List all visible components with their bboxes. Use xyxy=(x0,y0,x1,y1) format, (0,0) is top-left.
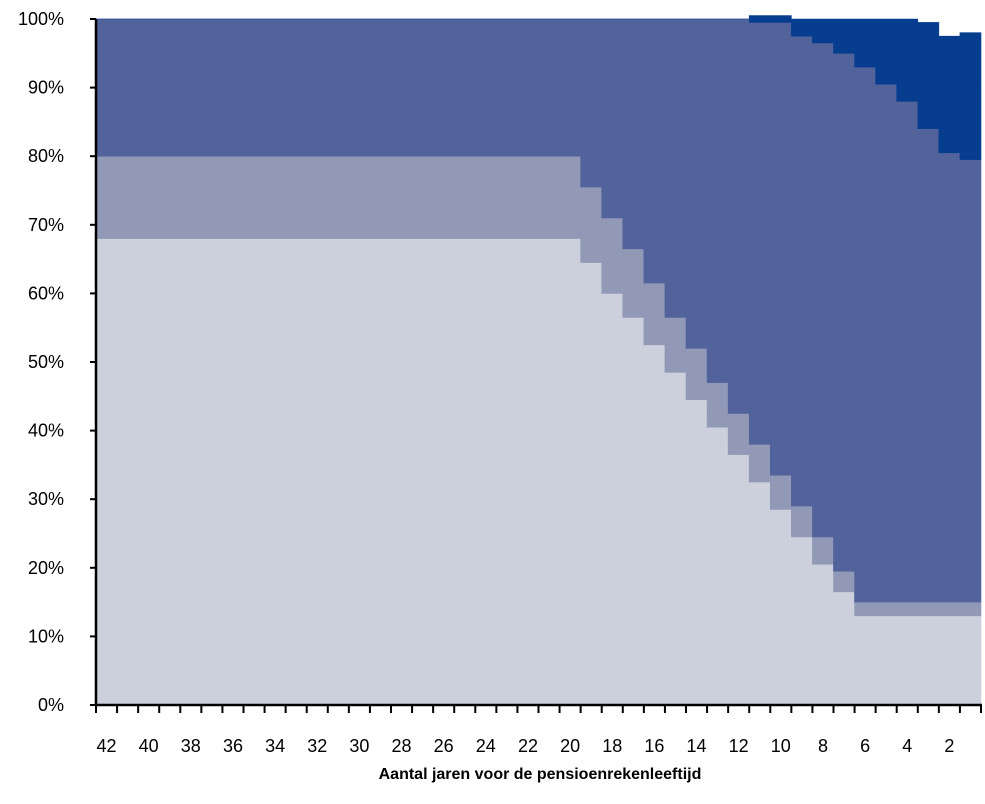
y-tick-label: 80% xyxy=(28,146,64,166)
y-tick-label: 10% xyxy=(28,626,64,646)
y-tick-label: 30% xyxy=(28,489,64,509)
axes-group xyxy=(90,18,982,713)
x-tick-label: 12 xyxy=(729,736,749,756)
y-tick-label: 70% xyxy=(28,215,64,235)
y-tick-label: 50% xyxy=(28,352,64,372)
y-axis-tick-labels: 0% 10% 20% 30% 40% 50% 60% 70% 80% 90% 100% xyxy=(18,9,64,715)
x-tick-label: 22 xyxy=(518,736,538,756)
x-tick-label: 4 xyxy=(902,736,912,756)
y-tick-label: 20% xyxy=(28,558,64,578)
x-tick-label: 10 xyxy=(771,736,791,756)
x-tick-label: 34 xyxy=(265,736,285,756)
y-tick-label: 0% xyxy=(38,695,64,715)
x-tick-label: 2 xyxy=(944,736,954,756)
x-tick-label: 8 xyxy=(818,736,828,756)
x-tick-label: 26 xyxy=(434,736,454,756)
x-tick-label: 30 xyxy=(349,736,369,756)
x-axis-title: Aantal jaren voor de pensioenrekenleefti… xyxy=(379,766,702,783)
x-tick-label: 14 xyxy=(687,736,707,756)
x-tick-label: 28 xyxy=(392,736,412,756)
x-tick-label: 40 xyxy=(139,736,159,756)
x-axis-tick-labels: 42 40 38 36 34 32 30 28 26 24 22 20 18 16 14 12 10 8 6 4 2 xyxy=(97,736,955,756)
x-tick-label: 6 xyxy=(860,736,870,756)
x-tick-label: 38 xyxy=(181,736,201,756)
y-tick-label: 100% xyxy=(18,9,64,29)
x-tick-label: 36 xyxy=(223,736,243,756)
y-tick-label: 40% xyxy=(28,421,64,441)
x-tick-label: 32 xyxy=(307,736,327,756)
x-tick-label: 16 xyxy=(644,736,664,756)
y-tick-label: 60% xyxy=(28,283,64,303)
x-tick-label: 18 xyxy=(602,736,622,756)
x-tick-label: 42 xyxy=(97,736,117,756)
x-tick-label: 24 xyxy=(476,736,496,756)
area-series-group xyxy=(95,15,982,706)
x-tick-label: 20 xyxy=(560,736,580,756)
y-tick-label: 90% xyxy=(28,78,64,98)
area-series-4 xyxy=(96,15,982,160)
